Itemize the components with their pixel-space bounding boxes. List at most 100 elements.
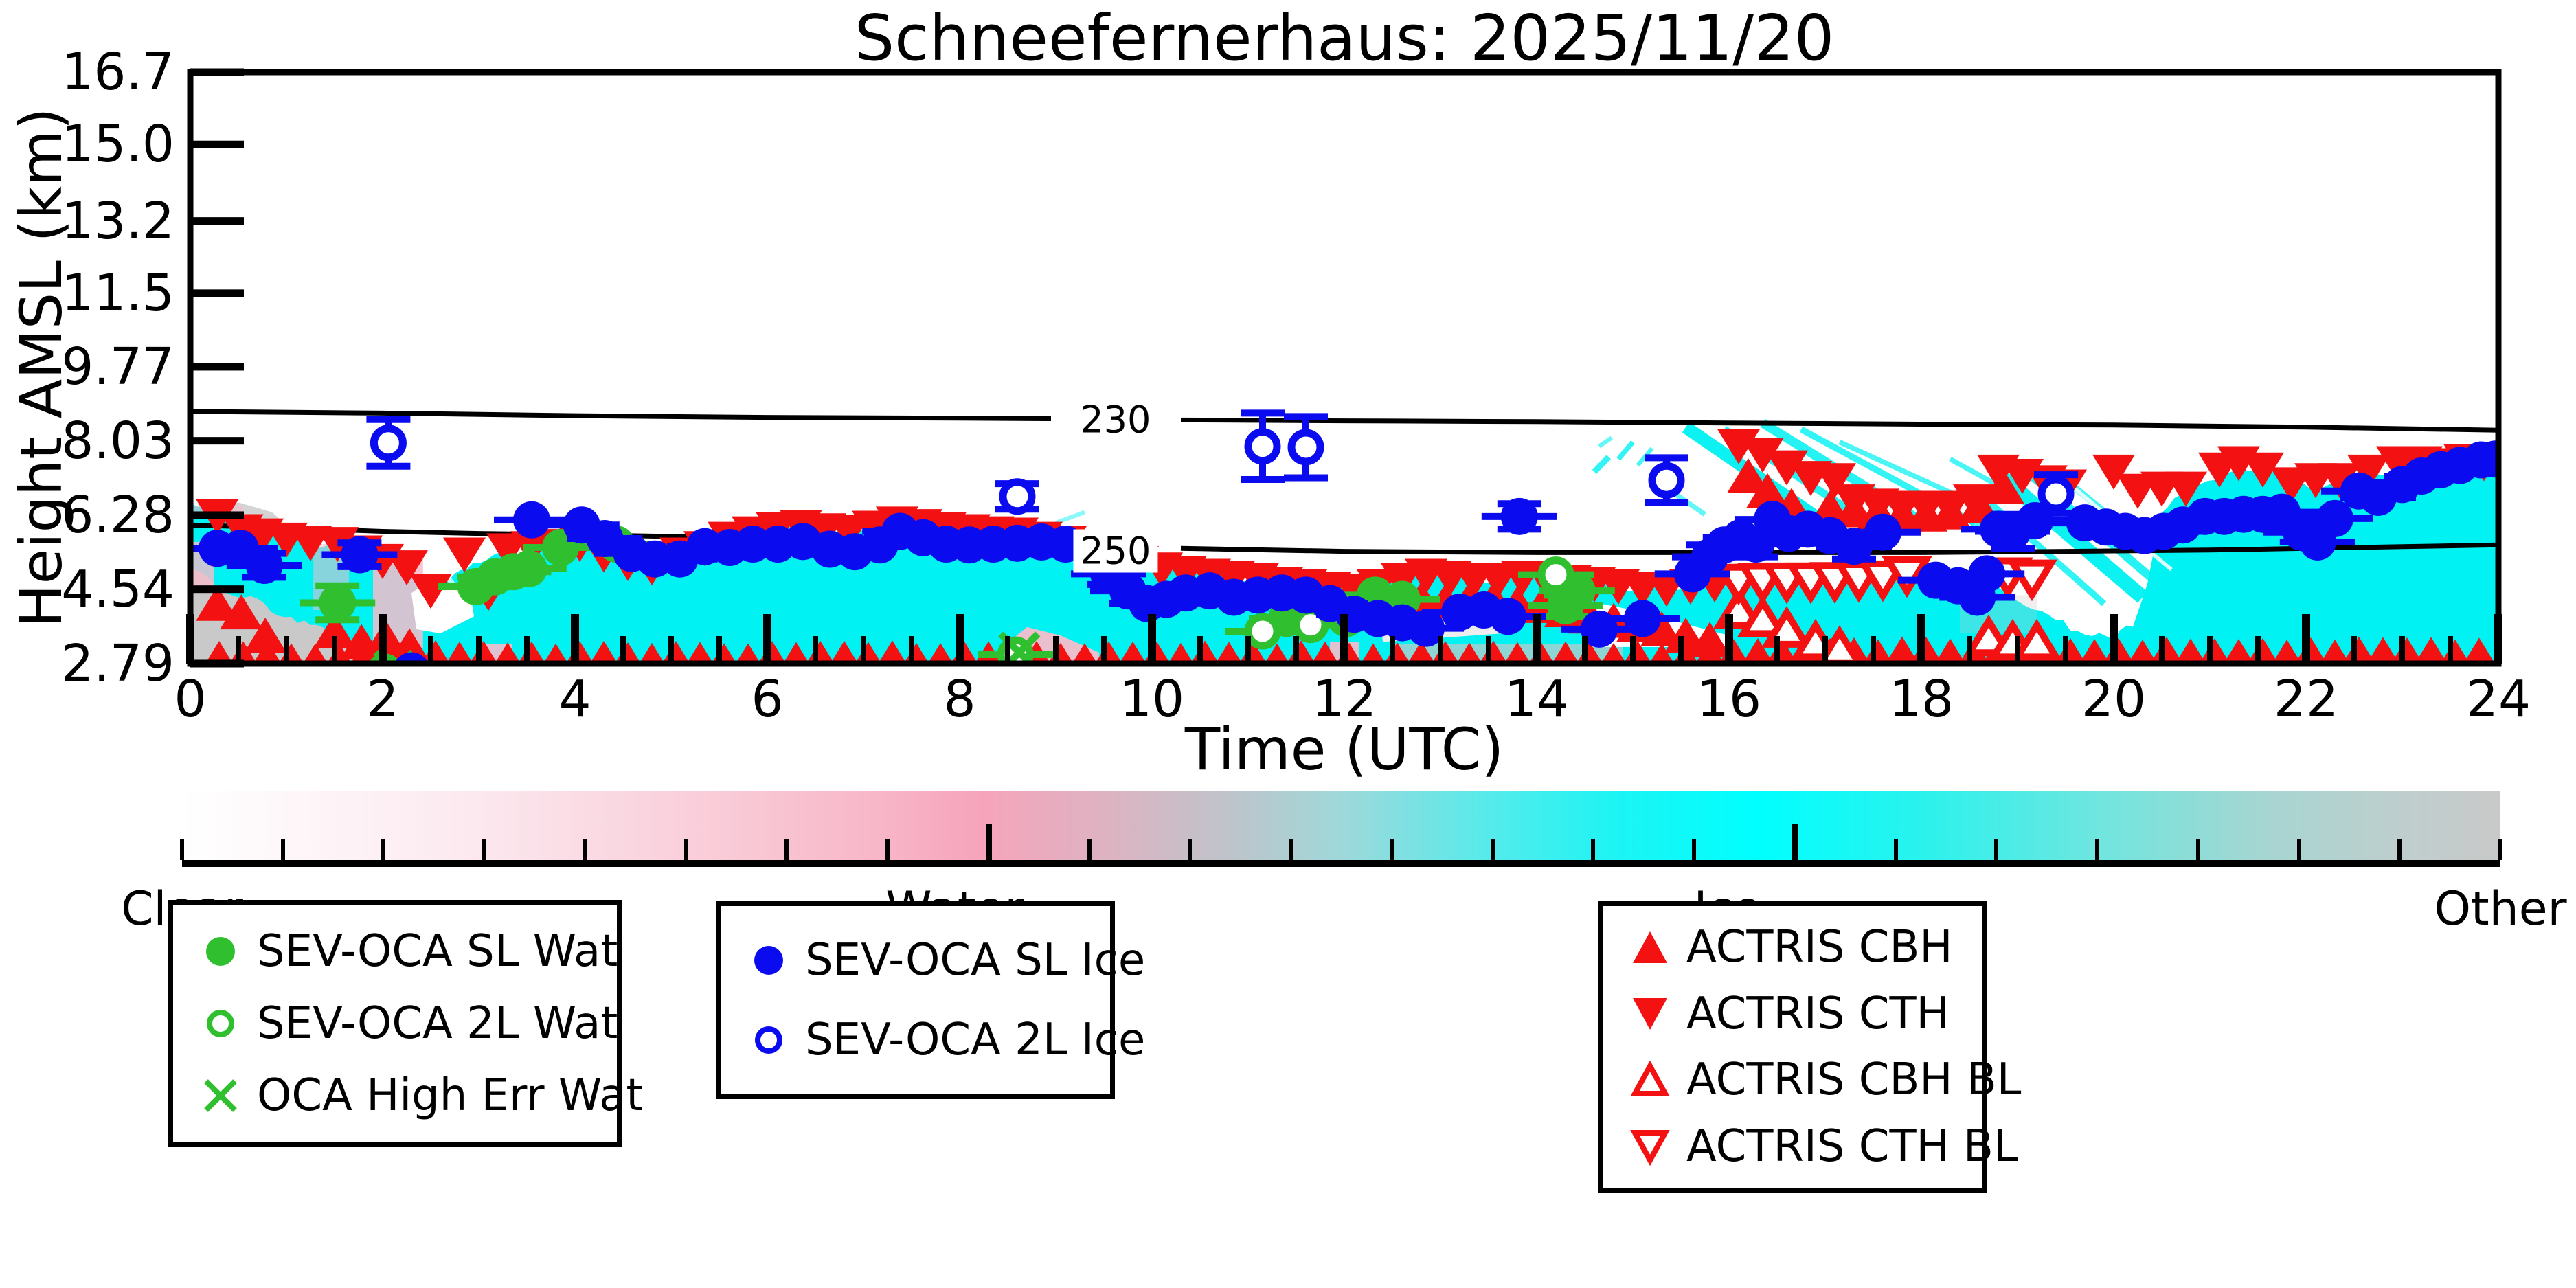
x-tick-mark: [1438, 636, 1443, 664]
colorbar-tick: [985, 824, 992, 860]
plot-area: [190, 409, 2498, 664]
y-tick-mark: [190, 289, 244, 297]
y-tick-mark: [190, 585, 244, 594]
y-tick-label: 15.0: [61, 115, 174, 174]
legend-actris-products: ACTRIS CBH ACTRIS CTH ACTRIS CBH BL ACTRIS …: [1598, 901, 2021, 1193]
colorbar-tick: [583, 839, 587, 860]
x-tick-mark: [1967, 636, 1972, 664]
legend-item-label: ACTRIS CBH: [1686, 921, 1953, 973]
x-tick-mark: [1822, 636, 1828, 664]
colorbar-label-other: Other: [2434, 882, 2567, 936]
x-tick-mark: [1197, 636, 1203, 664]
x-tick-label: 14: [1504, 670, 1570, 729]
x-tick-label: 6: [751, 670, 784, 729]
x-tick-label: 2: [366, 670, 399, 729]
x-tick-mark: [2255, 636, 2261, 664]
x-tick-mark: [716, 636, 722, 664]
x-tick-mark: [1582, 636, 1588, 664]
colorbar-tick: [1692, 839, 1697, 860]
colorbar-tick: [280, 839, 285, 860]
x-tick-mark: [861, 636, 866, 664]
colorbar-tick: [1188, 839, 1193, 860]
other-class-region: [190, 567, 416, 664]
x-tick-label: 18: [1888, 670, 1954, 729]
series-actris-cbh-bl: [1713, 587, 2062, 664]
x-tick-mark: [476, 636, 482, 664]
x-tick-mark: [284, 636, 289, 664]
colorbar-tick: [1893, 839, 1898, 860]
colorbar-tick: [1792, 824, 1798, 860]
x-tick-mark: [1871, 636, 1876, 664]
temperature-contour: [1180, 417, 2498, 433]
legend-item-actris-cth-bl: ACTRIS CTH BL: [1626, 1121, 2018, 1172]
colorbar-tick: [2095, 839, 2100, 860]
legend-item-label: OCA High Err Wat: [257, 1070, 644, 1121]
legend-item-sev-oca-2l-wat: SEV-OCA 2L Wat: [196, 998, 618, 1049]
colorbar-tick: [1389, 839, 1394, 860]
colorbar-tick: [1289, 839, 1293, 860]
legend-marker-x-icon: [204, 1079, 237, 1112]
x-axis-label: Time (UTC): [1184, 716, 1504, 783]
colorbar-tick: [381, 839, 386, 860]
x-tick-mark: [1101, 636, 1107, 664]
y-tick-mark: [190, 363, 244, 371]
y-tick-label: 6.28: [61, 485, 174, 545]
ice-fallstreak: [1592, 455, 1612, 474]
x-tick-label: 10: [1119, 670, 1185, 729]
x-tick-mark: [1390, 636, 1395, 664]
y-tick-mark: [190, 140, 244, 148]
x-tick-mark: [1245, 636, 1251, 664]
y-tick-label: 9.77: [61, 337, 174, 396]
colorbar-tick: [2498, 839, 2502, 860]
legend-item-label: ACTRIS CTH BL: [1686, 1121, 2018, 1173]
colorbar-tick: [2397, 839, 2402, 860]
x-tick-mark: [2110, 614, 2118, 664]
plot-frame: [187, 69, 2502, 667]
x-tick-mark: [571, 614, 579, 664]
x-tick-mark: [1774, 636, 1780, 664]
y-tick-label: 4.54: [61, 559, 174, 619]
x-tick-label: 24: [2465, 670, 2531, 729]
legend-marker-tri_up-icon: [1633, 931, 1667, 963]
x-tick-mark: [956, 614, 964, 664]
legend-item-sev-oca-sl-wat: SEV-OCA SL Wat: [196, 926, 618, 977]
y-tick-label: 13.2: [61, 191, 174, 251]
x-tick-mark: [1630, 636, 1636, 664]
legend-item-sev-oca-2l-ice: SEV-OCA 2L Ice: [745, 1015, 1145, 1065]
x-tick-mark: [1678, 636, 1684, 664]
ice-fallstreak: [1616, 440, 1635, 461]
legend-item-label: SEV-OCA 2L Ice: [805, 1015, 1146, 1065]
x-tick-mark: [1340, 614, 1348, 664]
legend-water-products: SEV-OCA SL Wat SEV-OCA 2L Wat OCA High Err…: [168, 900, 643, 1147]
x-tick-mark: [2448, 636, 2453, 664]
x-tick-mark: [524, 636, 530, 664]
colorbar-tick: [2296, 839, 2301, 860]
x-tick-label: 20: [2081, 670, 2147, 729]
y-tick-label: 2.79: [61, 634, 174, 693]
legend-marker-tri_down_open-icon: [1630, 1130, 1670, 1166]
x-tick-mark: [1486, 636, 1491, 664]
y-tick-mark: [190, 511, 244, 519]
x-tick-mark: [379, 614, 387, 664]
legend-item-actris-cth: ACTRIS CTH: [1626, 988, 1982, 1039]
legend-item-label: ACTRIS CTH: [1686, 988, 1950, 1039]
x-tick-mark: [2063, 636, 2068, 664]
x-tick-mark: [1533, 614, 1541, 664]
temperature-contour: [190, 409, 1052, 421]
x-tick-label: 8: [943, 670, 976, 729]
ice-fallstreak: [1988, 464, 2148, 603]
contour-label-230: 230: [1073, 398, 1158, 442]
y-tick-label: 8.03: [61, 411, 174, 471]
x-tick-mark: [1148, 614, 1156, 664]
x-tick-mark: [1293, 636, 1299, 664]
ice-class-region: [190, 458, 2498, 664]
x-tick-label: 4: [558, 670, 591, 729]
classification-colorbar: [180, 791, 2502, 867]
x-tick-mark: [2207, 636, 2213, 664]
x-tick-mark: [2302, 614, 2310, 664]
ice-fallstreak: [1971, 486, 2107, 607]
colorbar-tick: [683, 839, 688, 860]
series-sev-oca-sl-ice: [190, 440, 2498, 664]
x-tick-mark: [2399, 636, 2405, 664]
